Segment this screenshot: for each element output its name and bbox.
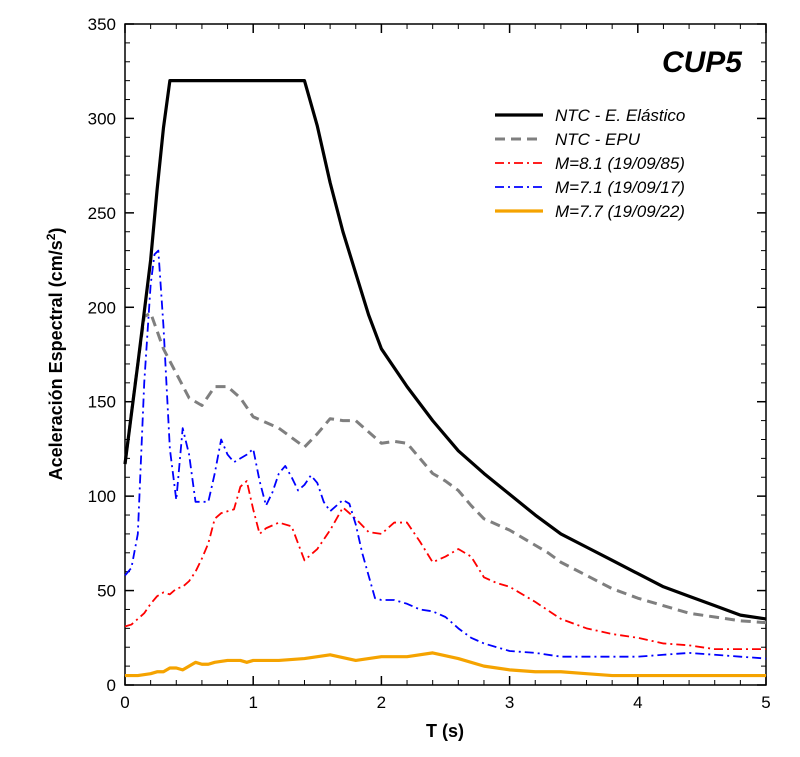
y-tick-label: 100	[88, 487, 116, 506]
legend-label: M=8.1 (19/09/85)	[555, 154, 685, 173]
axis-ticks	[124, 23, 767, 686]
y-axis-title-sup: 2	[44, 233, 58, 240]
series-line-m-8-1-19-09-85	[124, 480, 766, 651]
series-layer	[123, 79, 767, 678]
y-axis-title-main: Aceleración Espectral (cm/s	[46, 240, 66, 480]
y-axis-title: Aceleración Espectral (cm/s2)	[44, 228, 66, 481]
series-line-ntc-epu	[123, 311, 767, 625]
series-line-ntc-e-el-stico	[123, 79, 767, 621]
x-tick-label: 2	[377, 693, 386, 712]
y-tick-label: 250	[88, 204, 116, 223]
x-tick-label: 5	[761, 693, 770, 712]
legend-label: NTC - EPU	[555, 130, 641, 149]
legend-label: M=7.7 (19/09/22)	[555, 202, 685, 221]
y-tick-label: 0	[107, 676, 116, 695]
y-tick-label: 50	[97, 582, 116, 601]
series-line-m-7-7-19-09-22	[125, 651, 766, 678]
x-tick-label: 4	[633, 693, 642, 712]
y-tick-label: 350	[88, 15, 116, 34]
x-tick-label: 0	[120, 693, 129, 712]
y-tick-label: 150	[88, 393, 116, 412]
legend: NTC - E. Elástico NTC - EPU M=8.1 (19/09/8…	[495, 106, 685, 221]
series-line-m-7-1-19-09-17	[124, 249, 767, 660]
x-tick-label: 3	[505, 693, 514, 712]
chart-title: CUP5	[662, 46, 743, 79]
x-tick-label: 1	[248, 693, 257, 712]
plot-area	[124, 23, 767, 686]
legend-label: M=7.1 (19/09/17)	[555, 178, 685, 197]
x-axis-title: T (s)	[426, 721, 464, 741]
legend-label: NTC - E. Elástico	[555, 106, 685, 125]
y-tick-label: 200	[88, 298, 116, 317]
y-tick-label: 300	[88, 109, 116, 128]
y-axis-title-end: )	[46, 228, 66, 234]
